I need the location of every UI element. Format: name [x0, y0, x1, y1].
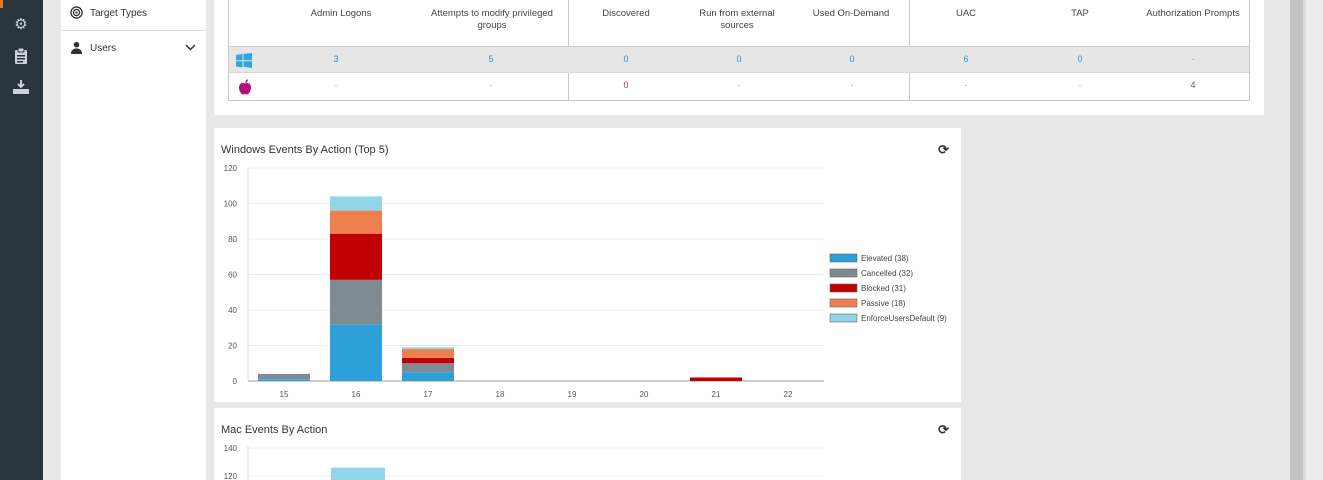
legend-swatch [829, 268, 858, 278]
table-cell[interactable]: 0 [1077, 54, 1083, 64]
table-row: 3 5 0 0 0 6 0 - [229, 46, 1249, 73]
legend-swatch [829, 283, 858, 293]
bar-segment [402, 357, 454, 364]
legend-swatch [829, 253, 858, 263]
table-cell[interactable]: 3 [333, 54, 339, 64]
sidebar-item-label: Users [90, 43, 117, 54]
table-cell: - [850, 80, 854, 90]
card-title: Windows Events By Action (Top 5) [221, 144, 389, 156]
table-cell: - [334, 80, 338, 90]
table-cell: - [1078, 80, 1082, 90]
y-tick-label: 20 [228, 342, 237, 351]
scrollbar-edge [1303, 0, 1306, 480]
x-tick-label: 16 [352, 390, 361, 399]
table-cell[interactable]: 0 [623, 80, 629, 90]
bar-segment [258, 373, 310, 380]
column-header: UAC [955, 8, 977, 19]
scrollbar[interactable] [1290, 0, 1303, 480]
download-tray-icon[interactable] [12, 80, 30, 98]
legend-label: EnforceUsersDefault (9) [861, 314, 947, 323]
bar-segment [330, 210, 382, 234]
legend-label: Blocked (31) [861, 284, 906, 293]
refresh-icon[interactable]: ⟳ [938, 422, 949, 437]
bar-segment [402, 363, 454, 373]
sidebar-item-users[interactable]: Users [61, 35, 206, 65]
gutter [43, 0, 61, 480]
column-header: Admin Logons [310, 8, 372, 19]
sidebar-item-target-types[interactable]: Target Types [61, 0, 206, 30]
y-tick-label: 0 [233, 377, 238, 386]
bar-segment [330, 279, 382, 325]
refresh-icon[interactable]: ⟳ [938, 142, 949, 157]
table-cell: - [489, 80, 493, 90]
user-icon [70, 41, 83, 54]
divider [61, 30, 206, 31]
card-title: Mac Events By Action [221, 424, 328, 436]
column-header: Authorization Prompts [1146, 8, 1240, 19]
bar-segment [402, 347, 454, 350]
scroll-gutter [1303, 0, 1323, 480]
column-header: Run from external sources [699, 8, 775, 31]
x-tick-label: 17 [424, 390, 433, 399]
target-icon [70, 6, 83, 19]
legend-label: Cancelled (32) [861, 269, 913, 278]
bar-segment [402, 349, 454, 358]
legend-swatch [829, 298, 858, 308]
x-tick-label: 22 [784, 390, 793, 399]
x-tick-label: 20 [640, 390, 649, 399]
y-tick-label: 140 [224, 444, 238, 453]
gears-icon[interactable]: ⚙ [14, 16, 28, 33]
y-tick-label: 80 [228, 235, 237, 244]
column-header: Attempts to modify privileged groups [431, 8, 553, 31]
x-tick-label: 19 [568, 390, 577, 399]
bar-segment [330, 196, 382, 211]
table-cell[interactable]: 0 [623, 54, 629, 64]
y-tick-label: 40 [228, 306, 237, 315]
x-tick-label: 18 [496, 390, 505, 399]
legend-label: Passive (18) [861, 299, 906, 308]
table-cell[interactable]: 0 [736, 54, 742, 64]
mac-events-chart: 120 140 [224, 444, 824, 480]
legend-label: Elevated (38) [861, 254, 909, 263]
table-cell[interactable]: 6 [963, 54, 969, 64]
column-header: Used On-Demand [812, 8, 890, 19]
summary-card: Admin Logons Attempts to modify privileg… [214, 0, 1264, 115]
summary-table: Admin Logons Attempts to modify privileg… [228, 0, 1250, 101]
y-tick-label: 120 [224, 164, 238, 173]
table-cell[interactable]: 4 [1190, 80, 1196, 90]
table-cell: - [737, 80, 741, 90]
bar-segment [402, 372, 454, 381]
x-tick-label: 15 [280, 390, 289, 399]
column-header: TAP [1071, 8, 1089, 19]
legend-swatch [829, 313, 858, 323]
mac-events-card: Mac Events By Action ⟳ 120 140 [214, 408, 961, 480]
apple-icon [239, 79, 251, 95]
y-tick-label: 100 [224, 200, 238, 209]
active-indicator [0, 0, 3, 8]
y-tick-label: 120 [224, 472, 238, 480]
table-cell: - [964, 80, 968, 90]
nav-rail: ⚙ [0, 0, 43, 480]
windows-icon [236, 53, 252, 68]
table-cell[interactable]: 0 [849, 54, 855, 64]
clipboard-icon[interactable] [12, 47, 30, 66]
bar-segment [258, 379, 310, 381]
y-tick-label: 60 [228, 271, 237, 280]
table-cell: - [1191, 54, 1195, 64]
table-cell[interactable]: 5 [488, 54, 494, 64]
sidebar-item-label: Target Types [90, 8, 148, 19]
windows-events-chart: 0 20 40 60 80 100 120 15 16 17 18 19 20 21 22 Elevated … [224, 164, 948, 399]
column-header: Discovered [602, 8, 650, 19]
chevron-down-icon[interactable] [185, 44, 196, 51]
bar-segment [330, 324, 382, 381]
bar-segment [690, 377, 742, 381]
x-tick-label: 21 [712, 390, 721, 399]
windows-events-card: Windows Events By Action (Top 5) ⟳ 0 20 40… [214, 128, 961, 402]
side-panel: Target Types Users [61, 0, 206, 480]
bar-segment [330, 233, 382, 280]
bar-segment [331, 467, 385, 480]
